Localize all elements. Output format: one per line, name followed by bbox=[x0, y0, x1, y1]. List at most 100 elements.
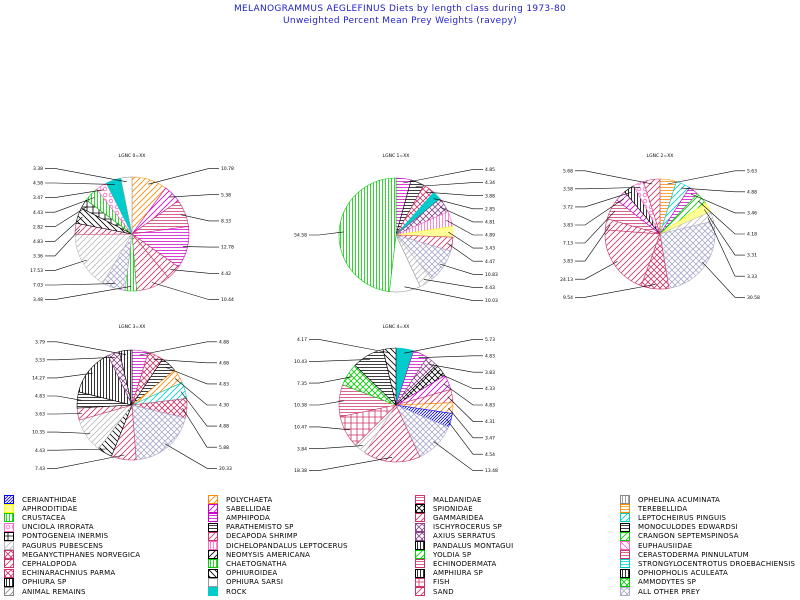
legend-label: APHRODITIDAE bbox=[22, 504, 78, 513]
legend-item: POLYCHAETA bbox=[208, 494, 272, 505]
leader-line bbox=[704, 209, 745, 256]
legend-swatch bbox=[4, 587, 14, 596]
legend-item: EUPHAUSIIDAE bbox=[620, 540, 692, 551]
legend-item: YOLDIA SP bbox=[415, 549, 471, 560]
slice-value-label: 4.47 bbox=[485, 259, 495, 265]
legend-swatch bbox=[620, 568, 630, 578]
slice-value-label: 4.33 bbox=[485, 386, 495, 392]
leader-line bbox=[446, 419, 483, 455]
leader-line bbox=[139, 341, 217, 356]
slice-value-label: 4.34 bbox=[485, 180, 495, 186]
leader-line bbox=[575, 191, 632, 208]
legend-item: UNCIOLA IRRORATA bbox=[4, 522, 94, 533]
legend-label: YOLDIA SP bbox=[433, 550, 472, 559]
leader-line bbox=[169, 194, 219, 198]
legend-swatch bbox=[208, 541, 218, 550]
slice-value-label: 18.38 bbox=[294, 468, 307, 474]
slice-value-label: 10.44 bbox=[221, 297, 234, 303]
legend-swatch bbox=[4, 495, 14, 504]
legend-swatch bbox=[4, 559, 14, 569]
leader-line bbox=[575, 198, 624, 226]
leader-line bbox=[309, 231, 344, 236]
legend-item: PONTOGENEIA INERMIS bbox=[4, 531, 108, 542]
legend-swatch bbox=[4, 522, 14, 532]
legend-label: ECHINODERMATA bbox=[433, 559, 497, 568]
pie-slice-decapoda-shrimp bbox=[643, 178, 661, 235]
legend-item: DECAPODA SHRIMP bbox=[208, 531, 297, 542]
legend-label: SPIONIDAE bbox=[433, 504, 473, 513]
legend-swatch bbox=[4, 531, 14, 541]
leader-line bbox=[309, 359, 371, 362]
legend-label: TEREBELLIDA bbox=[638, 504, 688, 513]
slice-value-label: 3.84 bbox=[297, 446, 307, 452]
leader-line bbox=[47, 341, 127, 355]
pie-slice-sand bbox=[364, 404, 421, 463]
legend-item: PARATHEMISTO SP bbox=[208, 522, 294, 533]
leader-line bbox=[575, 210, 616, 244]
pie-slice-ophiura-sarsi bbox=[120, 176, 133, 235]
slice-value-label: 4.88 bbox=[219, 424, 229, 430]
slice-value-label: 4.81 bbox=[485, 219, 495, 225]
slice-value-label: 4.31 bbox=[485, 419, 495, 425]
slice-value-label: 30.58 bbox=[747, 295, 760, 301]
pie-chart-5: LGNC 4=XX 5.73 4.83 3.83 4.33 4.83 4.31 3.47 4.5… bbox=[294, 324, 498, 474]
legend-swatch bbox=[4, 541, 14, 550]
legend-label: ISCHYROCERUS SP bbox=[433, 523, 502, 532]
slice-value-label: 5.73 bbox=[485, 337, 495, 343]
slice-value-label: 3.58 bbox=[563, 186, 573, 192]
legend-swatch bbox=[208, 550, 218, 560]
legend-item: NEOMYSIS AMERICANA bbox=[208, 549, 310, 560]
legend-label: AMPHIURA SP bbox=[433, 569, 483, 578]
legend-label: AXIUS SERRATUS bbox=[433, 532, 496, 541]
slice-value-label: 13.48 bbox=[485, 468, 498, 474]
pie-slice-pagurus-pubescens bbox=[74, 233, 133, 284]
leader-line bbox=[575, 261, 618, 280]
leader-line bbox=[446, 219, 483, 236]
leader-line bbox=[45, 259, 87, 271]
leader-line bbox=[437, 372, 483, 389]
legend-item: ALL OTHER PREY bbox=[620, 586, 700, 597]
pie-slice-amphiura-sp bbox=[118, 349, 133, 406]
legend-swatch bbox=[620, 577, 630, 587]
pie-chart-3: LGNC 2=XX 5.63 4.88 3.46 4.18 3.31 3.33 30.58 5.… bbox=[560, 153, 760, 301]
legend-item: OPHIOPHOLIS ACULEATA bbox=[620, 568, 728, 579]
slice-value-label: 3.31 bbox=[747, 253, 757, 259]
legend-swatch bbox=[415, 504, 425, 514]
slice-value-label: 10.43 bbox=[294, 359, 307, 365]
slice-value-label: 4.43 bbox=[485, 285, 495, 291]
legend-label: ECHINARACHNIUS PARMA bbox=[22, 569, 116, 578]
leader-line bbox=[45, 182, 115, 185]
pie-slice-all-other-prey bbox=[659, 220, 716, 289]
legend-item: CRUSTACEA bbox=[4, 512, 66, 523]
legend-label: CEPHALOPODA bbox=[22, 559, 77, 568]
pie-title: LGNC 1=XX bbox=[383, 153, 410, 159]
legend-swatch bbox=[415, 577, 425, 587]
legend-item: TEREBELLIDA bbox=[620, 503, 687, 514]
legend-label: CHAETOGNATHA bbox=[226, 559, 287, 568]
legend-item: MEGANYCTIPHANES NORVEGICA bbox=[4, 549, 140, 560]
slice-value-label: 5.88 bbox=[219, 445, 229, 451]
legend-label: PAGURUS PUBESCENS bbox=[22, 541, 104, 550]
legend-swatch bbox=[4, 513, 14, 523]
leader-line bbox=[448, 231, 483, 249]
legend-swatch bbox=[208, 559, 218, 569]
legend-swatch bbox=[620, 541, 630, 550]
legend-item: OPHIURA SP bbox=[4, 577, 66, 588]
legend-swatch bbox=[415, 513, 425, 523]
slice-value-label: 4.83 bbox=[485, 403, 495, 409]
slice-value-label: 3.79 bbox=[35, 339, 45, 345]
legend-label: SAND bbox=[433, 587, 454, 596]
leader-line bbox=[151, 282, 219, 300]
leader-line bbox=[180, 391, 217, 427]
slice-value-label: 20.33 bbox=[219, 466, 232, 472]
leader-line bbox=[45, 189, 104, 198]
legend-label: STRONGYLOCENTROTUS DROEBACHIENSIS bbox=[638, 559, 796, 568]
slice-value-label: 3.53 bbox=[35, 357, 45, 363]
legend-item: PAGURUS PUBESCENS bbox=[4, 540, 103, 551]
slice-value-label: 10.47 bbox=[294, 424, 307, 430]
legend-swatch bbox=[4, 550, 14, 560]
legend-swatch bbox=[620, 550, 630, 560]
legend-label: CERASTODERMA PINNULATUM bbox=[638, 550, 749, 559]
slice-value-label: 3.88 bbox=[485, 193, 495, 199]
